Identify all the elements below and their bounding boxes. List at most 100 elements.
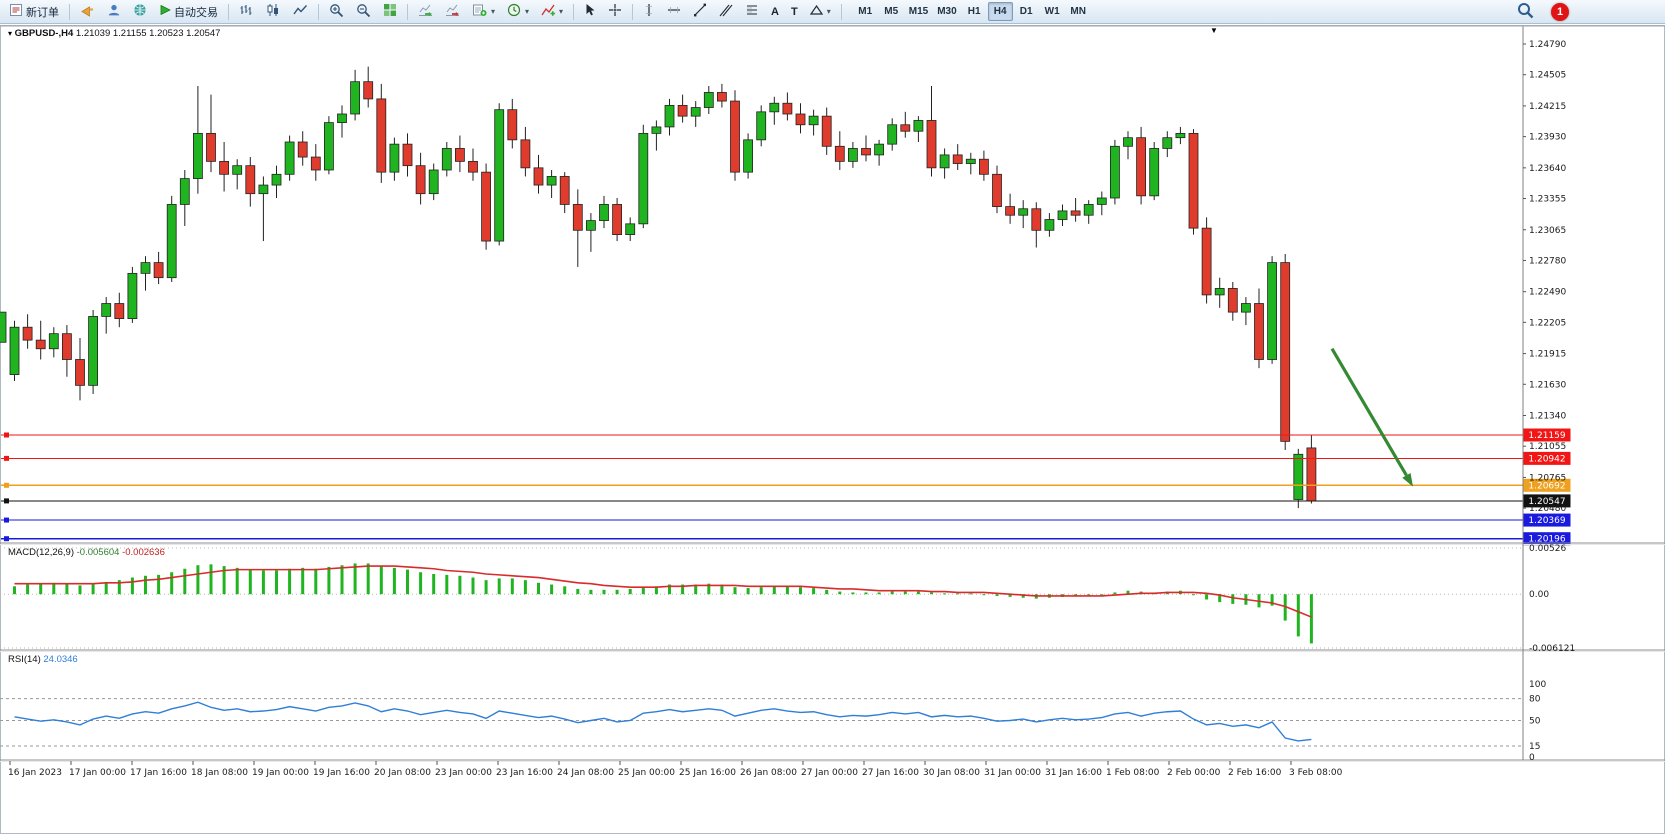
line-handle[interactable] (4, 432, 9, 438)
candle-bull (1044, 219, 1055, 231)
macd-histogram-bar (851, 592, 855, 595)
macd-histogram-bar (209, 564, 213, 595)
text-tool-button[interactable]: A (766, 2, 784, 22)
macd-histogram-bar (1074, 594, 1078, 596)
macd-histogram-bar (1087, 594, 1091, 596)
chevron-down-icon: ▾ (826, 7, 831, 16)
line-handle[interactable] (4, 455, 9, 461)
timeframe-button-D1[interactable]: D1 (1019, 6, 1033, 17)
tile-windows-button[interactable] (378, 2, 402, 22)
bar-chart-mode-button[interactable] (234, 2, 259, 22)
new-order-button[interactable]: 新订单 (4, 2, 64, 22)
toolbar-separator (69, 3, 70, 20)
macd-histogram-bar (733, 587, 737, 595)
zoom-in-button[interactable] (324, 2, 349, 22)
candle-bull (874, 143, 884, 156)
profile-button[interactable] (102, 2, 126, 22)
candle-bull (179, 178, 190, 205)
symbol-dropdown-icon[interactable]: ▾ (8, 29, 13, 38)
candle-bull (1083, 204, 1094, 216)
chart-canvas[interactable]: 1.21159 1.20942 1.20692 1.20547 1.20369 1.201… (0, 24, 1665, 835)
timeframe-button-W1[interactable]: W1 (1044, 6, 1060, 17)
macd-histogram-bar (183, 568, 187, 595)
line-handle[interactable] (4, 482, 9, 488)
auto-trading-button[interactable]: 自动交易 (154, 2, 223, 22)
timeframe-button-H1[interactable]: H1 (967, 6, 981, 17)
community-button[interactable] (128, 2, 152, 22)
candle-bull (1214, 288, 1225, 296)
candle-bull (1293, 453, 1304, 500)
macd-histogram-bar (471, 577, 475, 595)
candle-chart-mode-button[interactable] (261, 2, 286, 22)
time-axis[interactable]: 16 Jan 2023 17 Jan 00:00 17 Jan 16:00 18 Ja… (8, 761, 1343, 778)
crosshair-tool-button[interactable] (603, 2, 627, 22)
timeframe-button-MN[interactable]: MN (1070, 6, 1086, 17)
time-tick-label: 23 Jan 16:00 (496, 768, 553, 778)
vertical-line-tool-button[interactable] (638, 2, 660, 22)
candle-bear (1136, 137, 1146, 197)
timeframe-button-M5[interactable]: M5 (884, 6, 899, 17)
periods-button[interactable]: ▾ (502, 2, 534, 22)
time-tick-label: 31 Jan 16:00 (1045, 768, 1102, 778)
time-tick-label: 17 Jan 16:00 (130, 768, 187, 778)
trendline-tool-button[interactable] (688, 2, 712, 22)
line-handle[interactable] (4, 536, 9, 542)
candle-bear (75, 359, 85, 386)
trend-arrow[interactable] (1330, 347, 1413, 487)
macd-histogram-bar (956, 593, 960, 595)
line-handle[interactable] (4, 498, 9, 504)
price-tick-label: 1.21055 (1529, 442, 1566, 452)
chart-shift-button[interactable] (440, 2, 465, 22)
candle-bull (337, 113, 347, 124)
horizontal-line-tool-button[interactable] (662, 2, 686, 22)
timeframe-button-M30[interactable]: M30 (937, 6, 957, 17)
macd-histogram-bar (340, 565, 344, 595)
price-tick-label: 1.23930 (1529, 133, 1566, 143)
timeframe-button-M15[interactable]: M15 (908, 6, 929, 17)
price-badge-1.20692 (1523, 478, 1571, 492)
candle-bull (350, 81, 361, 115)
new-chart-button[interactable]: ▾ (467, 2, 500, 22)
zoom-out-button[interactable] (351, 2, 376, 22)
fibonacci-tool-button[interactable] (740, 2, 764, 22)
macd-histogram-bar (65, 583, 69, 595)
price-badge-text: 1.20196 (1528, 535, 1565, 545)
candle-bull (9, 326, 20, 375)
time-tick-label: 2 Feb 00:00 (1167, 768, 1221, 778)
label-tool-button[interactable]: T (786, 2, 803, 22)
search-button[interactable] (1512, 2, 1539, 22)
chevron-down-icon: ▾ (491, 7, 496, 16)
candle-bear (900, 124, 911, 132)
line-chart-mode-button[interactable] (288, 2, 313, 22)
cursor-tool-button[interactable] (579, 2, 601, 22)
line-handle[interactable] (4, 517, 9, 523)
shapes-tool-button[interactable]: ▾ (805, 2, 836, 22)
crosshair-icon (608, 3, 622, 20)
timeframe-button-H4[interactable]: H4 (987, 2, 1013, 21)
trend-arrow-shaft[interactable] (1330, 347, 1408, 477)
auto-scroll-button[interactable] (413, 2, 438, 22)
price-tick-label: 1.23065 (1529, 226, 1566, 236)
indicators-button[interactable]: ▾ (536, 2, 568, 22)
chart-window: 1.21159 1.20942 1.20692 1.20547 1.20369 1.201… (0, 24, 1665, 835)
candle-bull (389, 143, 400, 173)
price-tick-label: 1.24790 (1529, 40, 1566, 50)
candle-bull (625, 223, 636, 236)
toolbar-right: 1 (1512, 2, 1661, 22)
time-tick-label: 16 Jan 2023 (8, 768, 62, 778)
macd-histogram-bar (681, 584, 685, 595)
time-tick-label: 26 Jan 08:00 (740, 768, 797, 778)
candle-bear (1306, 447, 1317, 502)
macd-histogram-bar (969, 593, 973, 595)
candle-bear (1031, 208, 1042, 231)
notification-badge[interactable]: 1 (1551, 2, 1569, 21)
megaphone-button[interactable] (75, 2, 100, 22)
macd-histogram-bar (301, 567, 305, 595)
channel-tool-button[interactable] (714, 2, 738, 22)
candle-bull (258, 184, 269, 195)
chevron-down-icon: ▾ (559, 7, 564, 16)
trend-arrow-head[interactable] (1402, 472, 1413, 487)
profile-icon (107, 3, 121, 20)
macd-histogram-bar (104, 581, 108, 595)
timeframe-button-M1[interactable]: M1 (858, 6, 873, 17)
